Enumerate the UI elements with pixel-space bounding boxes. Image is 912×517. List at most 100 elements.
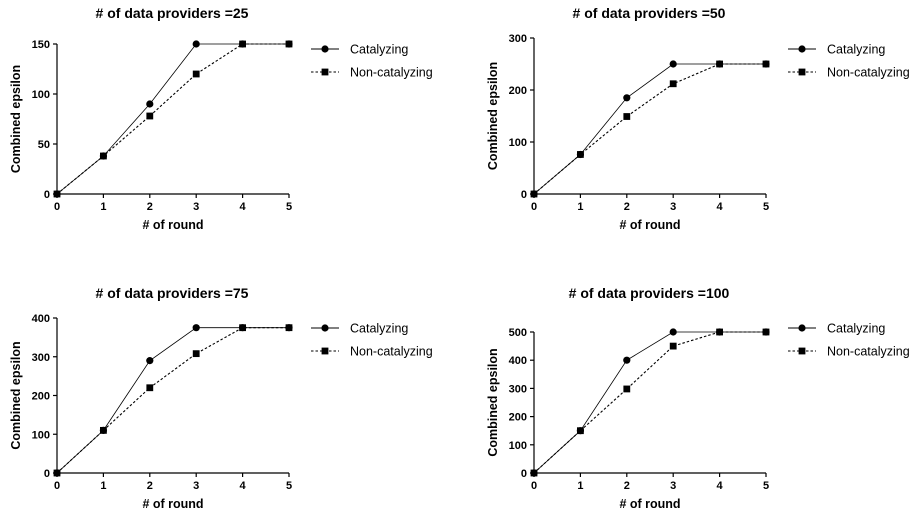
x-tick-label: 0	[531, 201, 537, 213]
data-point-square	[530, 190, 538, 198]
series-line	[56, 43, 289, 195]
data-point-square	[762, 60, 770, 68]
series-line	[533, 63, 766, 195]
legend-marker-square	[321, 68, 329, 76]
y-tick-label: 300	[32, 352, 50, 364]
x-tick-label: 3	[193, 201, 199, 213]
y-tick-label: 400	[509, 355, 527, 367]
x-tick-label: 2	[147, 201, 153, 213]
x-tick-label: 3	[670, 201, 676, 213]
data-point-square	[146, 384, 154, 392]
x-tick-label: 1	[100, 201, 106, 213]
chart-panel: # of data providers =100 0 1 2 3 4 5 0 100 200 300…	[486, 285, 910, 511]
data-point-circle	[192, 324, 200, 332]
legend-label: Catalyzing	[350, 322, 408, 336]
data-point-square	[716, 328, 723, 336]
x-tick-label: 2	[147, 480, 153, 492]
y-tick-label: 0	[521, 468, 527, 480]
x-tick-label: 4	[717, 201, 724, 213]
legend-label: Catalyzing	[827, 43, 885, 57]
legend-label: Catalyzing	[827, 322, 885, 336]
data-point-square	[623, 113, 631, 120]
x-axis-label: # of round	[619, 218, 680, 232]
x-axis-label: # of round	[142, 218, 203, 232]
x-tick-label: 4	[717, 480, 724, 492]
legend-label: Non-catalyzing	[827, 66, 910, 80]
data-point-square	[239, 324, 246, 332]
y-axis-label: Combined epsilon	[486, 348, 500, 456]
x-tick-label: 1	[577, 201, 583, 213]
data-point-square	[530, 469, 538, 477]
y-tick-label: 100	[32, 429, 50, 441]
x-axis-label: # of round	[142, 497, 203, 511]
data-point-circle	[623, 94, 631, 102]
legend-label: Non-catalyzing	[350, 345, 433, 359]
chart-title: # of data providers =50	[573, 5, 726, 21]
x-tick-label: 5	[286, 201, 292, 213]
x-tick-label: 0	[531, 480, 537, 492]
x-tick-label: 0	[54, 201, 60, 213]
legend-marker-square	[798, 347, 806, 355]
data-point-square	[192, 70, 200, 78]
x-tick-label: 0	[54, 480, 60, 492]
x-tick-label: 5	[286, 480, 292, 492]
y-axis-label: Combined epsilon	[9, 65, 23, 173]
data-point-square	[100, 426, 107, 434]
data-point-square	[577, 427, 584, 435]
data-point-square	[53, 190, 61, 198]
y-tick-label: 300	[509, 383, 527, 395]
series-line	[56, 327, 289, 474]
data-point-square	[239, 40, 246, 48]
legend-marker-circle	[798, 324, 806, 332]
y-tick-label: 200	[509, 85, 527, 97]
data-point-square	[285, 324, 293, 332]
legend-marker-circle	[798, 45, 806, 53]
legend-marker-square	[321, 347, 329, 355]
chart-title: # of data providers =25	[96, 5, 249, 21]
data-point-circle	[192, 40, 200, 48]
data-point-square	[669, 80, 677, 88]
x-tick-label: 2	[624, 480, 630, 492]
data-point-square	[669, 342, 677, 350]
legend-label: Catalyzing	[350, 43, 408, 57]
chart-title: # of data providers =75	[96, 285, 249, 301]
data-point-square	[762, 328, 770, 336]
legend-marker-circle	[321, 324, 329, 332]
series-line	[533, 63, 766, 195]
y-tick-label: 500	[509, 327, 527, 339]
data-point-square	[192, 350, 200, 358]
data-point-circle	[669, 328, 677, 336]
legend-marker-square	[798, 68, 806, 76]
x-tick-label: 1	[577, 480, 583, 492]
y-tick-label: 50	[38, 139, 50, 151]
data-point-square	[146, 112, 154, 120]
series-line	[533, 331, 766, 474]
x-tick-label: 3	[670, 480, 676, 492]
y-tick-label: 0	[521, 189, 527, 201]
y-axis-label: Combined epsilon	[486, 62, 500, 170]
y-tick-label: 300	[509, 33, 527, 45]
series-line	[56, 43, 289, 195]
legend-label: Non-catalyzing	[350, 66, 433, 80]
y-tick-label: 100	[509, 440, 527, 452]
x-tick-label: 3	[193, 480, 199, 492]
data-point-square	[53, 469, 61, 477]
y-tick-label: 100	[509, 137, 527, 149]
data-point-square	[716, 60, 723, 68]
legend-label: Non-catalyzing	[827, 345, 910, 359]
x-tick-label: 1	[100, 480, 106, 492]
data-point-square	[623, 385, 631, 393]
chart-panel: # of data providers =50 0 1 2 3 4 5 0 100 200 300 #…	[486, 5, 910, 232]
x-tick-label: 5	[763, 480, 769, 492]
x-tick-label: 4	[240, 480, 247, 492]
y-axis-label: Combined epsilon	[9, 341, 23, 449]
chart-title: # of data providers =100	[569, 285, 730, 301]
y-tick-label: 100	[32, 89, 50, 101]
x-tick-label: 5	[763, 201, 769, 213]
chart-panel: # of data providers =250 1 2 3 4 5050100150# …	[9, 5, 433, 232]
y-tick-label: 150	[32, 39, 50, 51]
data-point-circle	[669, 60, 677, 68]
x-tick-label: 2	[624, 201, 630, 213]
x-axis-label: # of round	[619, 497, 680, 511]
